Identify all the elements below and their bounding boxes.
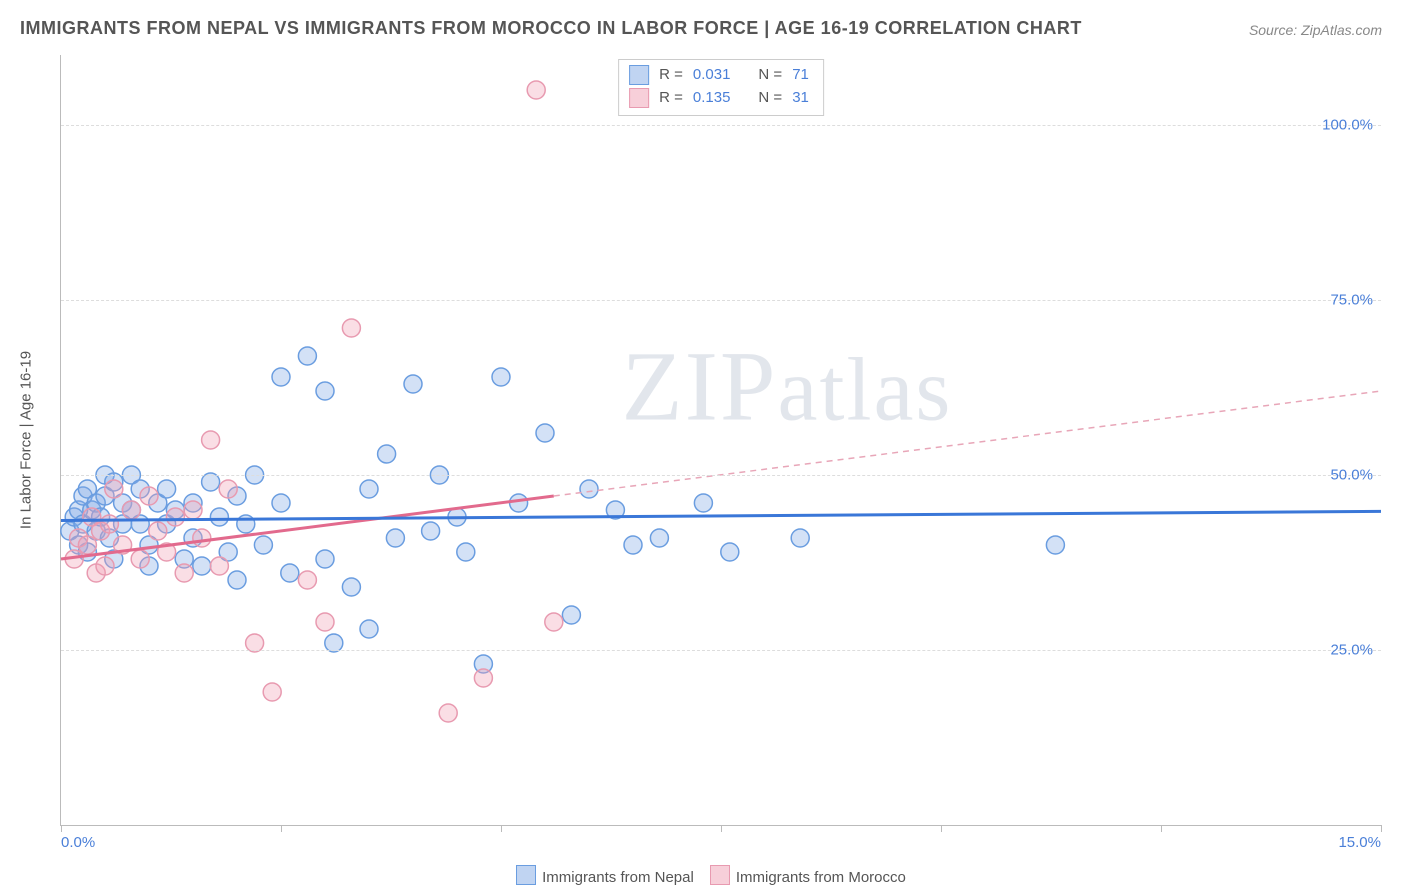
data-point — [536, 424, 554, 442]
data-point — [404, 375, 422, 393]
x-tick — [1381, 825, 1382, 832]
data-point — [562, 606, 580, 624]
x-tick — [941, 825, 942, 832]
data-point — [316, 550, 334, 568]
data-point — [721, 543, 739, 561]
data-point — [210, 508, 228, 526]
legend-label: Immigrants from Nepal — [542, 869, 694, 886]
r-value: 0.135 — [693, 87, 731, 110]
legend-row: R = 0.135 N = 31 — [629, 87, 809, 110]
gridline — [61, 125, 1381, 126]
data-point — [510, 494, 528, 512]
x-tick — [721, 825, 722, 832]
n-label: N = — [758, 87, 782, 110]
data-point — [342, 578, 360, 596]
data-point — [272, 368, 290, 386]
data-point — [202, 431, 220, 449]
data-point — [316, 382, 334, 400]
scatter-svg — [61, 55, 1381, 825]
gridline — [61, 300, 1381, 301]
r-value: 0.031 — [693, 64, 731, 87]
data-point — [298, 347, 316, 365]
correlation-legend: R = 0.031 N = 71 R = 0.135 N = 31 — [618, 59, 824, 116]
data-point — [457, 543, 475, 561]
y-tick-label: 75.0% — [1330, 292, 1373, 309]
x-tick — [1161, 825, 1162, 832]
data-point — [422, 522, 440, 540]
data-point — [96, 557, 114, 575]
trendline-nepal — [61, 511, 1381, 520]
data-point — [140, 487, 158, 505]
data-point — [527, 81, 545, 99]
data-point — [316, 613, 334, 631]
data-point — [386, 529, 404, 547]
data-point — [342, 319, 360, 337]
data-point — [360, 620, 378, 638]
data-point — [378, 445, 396, 463]
legend-swatch — [629, 88, 649, 108]
data-point — [439, 704, 457, 722]
data-point — [100, 515, 118, 533]
data-point — [193, 529, 211, 547]
legend-label: Immigrants from Morocco — [736, 869, 906, 886]
data-point — [360, 480, 378, 498]
data-point — [281, 564, 299, 582]
r-label: R = — [659, 64, 683, 87]
data-point — [545, 613, 563, 631]
n-value: 31 — [792, 87, 809, 110]
legend-swatch — [710, 865, 730, 885]
source-attribution: Source: ZipAtlas.com — [1249, 22, 1382, 38]
data-point — [624, 536, 642, 554]
data-point — [580, 480, 598, 498]
chart-container: In Labor Force | Age 16-19 ZIPatlas R =0… — [60, 55, 1380, 825]
x-axis-max-label: 15.0% — [1338, 834, 1381, 851]
legend-swatch — [629, 65, 649, 85]
data-point — [263, 683, 281, 701]
data-point — [210, 557, 228, 575]
data-point — [122, 501, 140, 519]
data-point — [474, 669, 492, 687]
x-tick — [61, 825, 62, 832]
y-tick-label: 50.0% — [1330, 467, 1373, 484]
data-point — [166, 508, 184, 526]
legend-swatch — [516, 865, 536, 885]
data-point — [175, 564, 193, 582]
data-point — [78, 536, 96, 554]
data-point — [254, 536, 272, 554]
data-point — [219, 480, 237, 498]
n-value: 71 — [792, 64, 809, 87]
n-label: N = — [758, 64, 782, 87]
y-axis-label: In Labor Force | Age 16-19 — [18, 351, 35, 529]
x-axis-min-label: 0.0% — [61, 834, 95, 851]
x-tick — [501, 825, 502, 832]
data-point — [791, 529, 809, 547]
data-point — [272, 494, 290, 512]
data-point — [184, 501, 202, 519]
data-point — [298, 571, 316, 589]
legend-row: R = 0.031 N = 71 — [629, 64, 809, 87]
chart-title: IMMIGRANTS FROM NEPAL VS IMMIGRANTS FROM… — [20, 18, 1082, 39]
trendline-morocco-extrapolated — [554, 391, 1381, 496]
r-label: R = — [659, 87, 683, 110]
plot-area: In Labor Force | Age 16-19 ZIPatlas R =0… — [60, 55, 1381, 826]
data-point — [193, 557, 211, 575]
y-tick-label: 25.0% — [1330, 642, 1373, 659]
gridline — [61, 475, 1381, 476]
data-point — [650, 529, 668, 547]
x-tick — [281, 825, 282, 832]
gridline — [61, 650, 1381, 651]
data-point — [131, 550, 149, 568]
series-legend: Immigrants from Nepal Immigrants from Mor… — [0, 865, 1406, 886]
data-point — [694, 494, 712, 512]
data-point — [492, 368, 510, 386]
y-tick-label: 100.0% — [1322, 117, 1373, 134]
data-point — [158, 480, 176, 498]
data-point — [1046, 536, 1064, 554]
data-point — [105, 480, 123, 498]
data-point — [228, 571, 246, 589]
data-point — [149, 522, 167, 540]
